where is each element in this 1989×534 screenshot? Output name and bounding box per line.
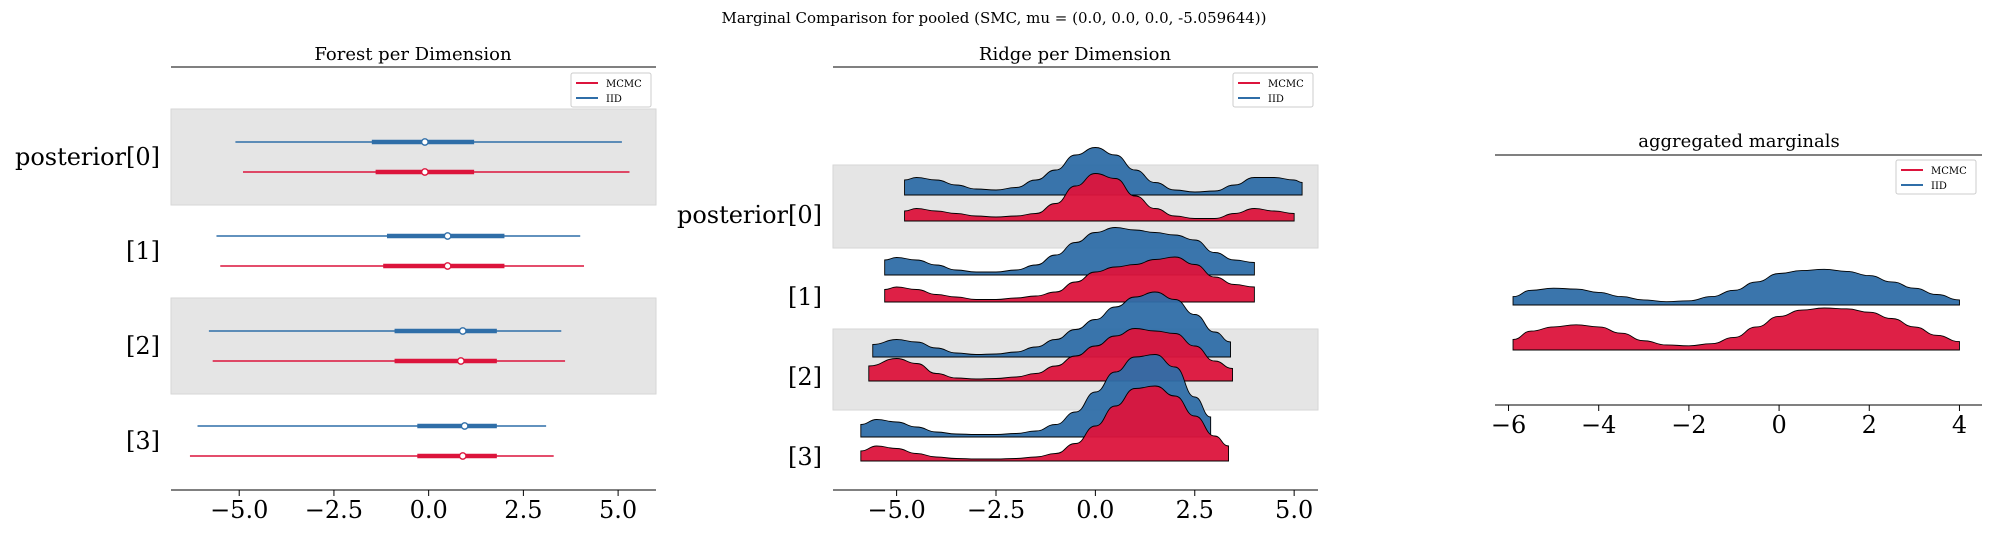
1-xtick-label: 5.0 bbox=[1275, 496, 1313, 524]
ridge-panel: Ridge per Dimension posterior[0] [1] [2] [3… bbox=[677, 44, 1319, 524]
forest-point-mcmc bbox=[457, 357, 465, 365]
1-xtick-label: −2.5 bbox=[967, 496, 1025, 524]
0-xtick-label: 0.0 bbox=[410, 496, 448, 524]
aggregated-title: aggregated marginals bbox=[1638, 131, 1839, 152]
2-xtick-label: 0 bbox=[1771, 411, 1786, 439]
ridge-title: Ridge per Dimension bbox=[979, 44, 1172, 65]
forest-row-label: [3] bbox=[126, 427, 160, 455]
ridge-row-label: posterior[0] bbox=[677, 201, 822, 229]
forest-point-iid bbox=[443, 232, 452, 240]
1-xtick-label: 2.5 bbox=[1176, 496, 1214, 524]
forest-point-iid bbox=[421, 138, 429, 146]
forest-row-label: posterior[0] bbox=[15, 143, 160, 171]
forest-point-mcmc bbox=[421, 168, 429, 176]
1-xtick-label: 0.0 bbox=[1076, 496, 1114, 524]
forest-point-iid bbox=[460, 422, 469, 430]
2-xtick-label: −6 bbox=[1491, 411, 1526, 439]
figure-title: Marginal Comparison for pooled (SMC, mu … bbox=[722, 9, 1267, 27]
aggregated-legend-label-iid: IID bbox=[1931, 181, 1947, 192]
aggregated-density-mcmc bbox=[1512, 307, 1960, 351]
2-xtick-label: −4 bbox=[1581, 411, 1616, 439]
aggregated-density-iid bbox=[1512, 268, 1960, 306]
ridge-row-label: [3] bbox=[788, 443, 822, 471]
2-xtick-label: −2 bbox=[1671, 411, 1706, 439]
aggregated-panel: aggregated marginals −6 −4 −2 0 2 4 MCMC IID bbox=[1491, 131, 1982, 439]
2-xtick-label: 2 bbox=[1862, 411, 1877, 439]
0-xtick-label: −5.0 bbox=[210, 496, 268, 524]
forest-legend: MCMC IID bbox=[570, 72, 652, 108]
ridge-legend-label-mcmc: MCMC bbox=[1268, 79, 1304, 90]
0-xtick-label: −2.5 bbox=[305, 496, 363, 524]
ridge-legend-label-iid: IID bbox=[1268, 94, 1284, 105]
ridge-density-mcmc bbox=[904, 173, 1295, 222]
forest-row-band bbox=[170, 108, 657, 206]
aggregated-legend-label-mcmc: MCMC bbox=[1931, 166, 1967, 177]
forest-legend-label-mcmc: MCMC bbox=[606, 79, 642, 90]
forest-point-iid bbox=[458, 327, 467, 335]
0-xtick-label: 2.5 bbox=[504, 496, 542, 524]
forest-point-mcmc bbox=[443, 262, 452, 270]
forest-legend-label-iid: IID bbox=[606, 94, 622, 105]
ridge-density-iid bbox=[904, 147, 1303, 196]
2-xtick-label: 4 bbox=[1952, 411, 1967, 439]
1-xtick-label: −5.0 bbox=[867, 496, 925, 524]
ridge-density-mcmc bbox=[884, 256, 1255, 303]
forest-row-label: [2] bbox=[126, 332, 160, 360]
ridge-density-mcmc bbox=[860, 385, 1229, 462]
0-xtick-label: 5.0 bbox=[599, 496, 637, 524]
ridge-row-label: [1] bbox=[788, 283, 822, 311]
forest-row-band bbox=[170, 297, 657, 395]
ridge-row-label: [2] bbox=[788, 363, 822, 391]
forest-point-mcmc bbox=[458, 452, 467, 460]
forest-title: Forest per Dimension bbox=[314, 44, 512, 65]
forest-panel: Forest per Dimension posterior[0] [1] [2] [… bbox=[15, 44, 657, 524]
forest-row-label: [1] bbox=[126, 237, 160, 265]
aggregated-legend: MCMC IID bbox=[1895, 159, 1977, 195]
ridge-legend: MCMC IID bbox=[1232, 72, 1314, 108]
